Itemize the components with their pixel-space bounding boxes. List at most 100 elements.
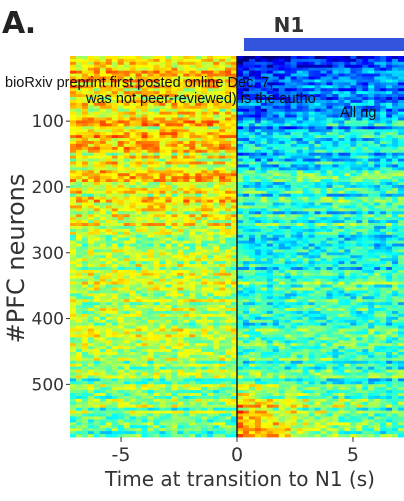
heatmap-cell [338,281,345,285]
heatmap-cell [398,123,404,127]
heatmap-cell [75,161,83,165]
heatmap-cell [70,152,77,157]
heatmap-cell [248,267,256,271]
heatmap-cell [290,158,298,162]
heatmap-cell [266,313,274,318]
heatmap-cell [374,190,381,195]
heatmap-cell [237,258,244,262]
heatmap-cell [123,310,131,315]
heatmap-cell [183,231,190,236]
heatmap-cell [141,308,148,312]
heatmap-cell [123,70,131,74]
heatmap-cell [87,184,95,189]
heatmap-cell [189,114,196,118]
heatmap-cell [362,67,369,72]
heatmap-cell [350,97,357,101]
heatmap-cell [207,187,214,192]
heatmap-cell [70,108,77,113]
heatmap-cell [195,284,202,288]
heatmap-cell [189,173,196,177]
heatmap-cell [368,196,375,201]
heatmap-cell [296,305,303,309]
heatmap-cell [308,299,315,303]
heatmap-cell [362,272,369,277]
heatmap-cell [314,146,321,151]
heatmap-cell [344,149,351,154]
heatmap-cell [380,108,387,113]
heatmap-cell [75,167,83,171]
heatmap-cell [308,305,315,309]
heatmap-cell [93,114,101,118]
heatmap-cell [201,208,208,212]
heatmap-cell [308,161,315,165]
heatmap-cell [362,220,369,224]
heatmap-cell [278,73,286,77]
heatmap-cell [225,170,232,174]
heatmap-cell [153,108,160,113]
heatmap-cell [320,299,327,303]
heatmap-cell [284,205,292,209]
heatmap-cell [123,61,131,66]
heatmap-cell [368,208,375,212]
heatmap-cell [362,173,369,177]
heatmap-cell [308,261,315,265]
heatmap-cell [290,167,298,171]
heatmap-cell [225,126,232,130]
heatmap-cell [195,135,202,139]
heatmap-cell [344,102,351,107]
heatmap-cell [344,234,351,239]
heatmap-cell [87,313,95,318]
heatmap-cell [105,105,113,110]
heatmap-cell [105,164,113,168]
heatmap-cell [278,211,286,215]
heatmap-cell [105,205,113,209]
heatmap-cell [302,173,309,177]
heatmap-cell [284,296,292,300]
heatmap-cell [290,184,298,189]
heatmap-cell [135,278,142,283]
heatmap-cell [356,161,363,165]
heatmap-cell [189,293,196,297]
heatmap-cell [81,170,89,174]
heatmap-cell [99,293,107,297]
heatmap-cell [260,70,268,74]
heatmap-cell [248,146,256,151]
heatmap-cell [326,225,333,230]
heatmap-cell [374,199,381,203]
heatmap-cell [272,105,280,110]
heatmap-cell [219,111,226,116]
heatmap-cell [219,290,226,294]
heatmap-cell [344,272,351,277]
heatmap-cell [189,135,196,139]
heatmap-cell [248,58,256,63]
heatmap-cell [272,217,280,221]
heatmap-cell [147,82,154,86]
heatmap-cell [177,170,184,174]
heatmap-cell [201,67,208,72]
heatmap-cell [201,182,208,186]
heatmap-cell [374,64,381,69]
heatmap-cell [272,264,280,268]
heatmap-cell [177,167,184,171]
heatmap-cell [284,140,292,145]
heatmap-cell [290,208,298,212]
heatmap-cell [195,111,202,116]
heatmap-cell [374,281,381,285]
heatmap-cell [183,217,190,221]
heatmap-cell [237,193,244,198]
heatmap-cell [242,243,250,247]
heatmap-cell [290,269,298,274]
heatmap-cell [129,228,136,233]
heatmap-cell [165,187,172,192]
heatmap-cell [356,290,363,294]
heatmap-cell [75,85,83,89]
heatmap-cell [320,246,327,250]
heatmap-cell [183,255,190,259]
heatmap-cell [356,214,363,218]
heatmap-cell [129,255,136,259]
heatmap-cell [242,97,250,101]
heatmap-cell [70,170,77,174]
heatmap-cell [123,176,131,180]
heatmap-cell [87,199,95,203]
heatmap-cell [356,187,363,192]
